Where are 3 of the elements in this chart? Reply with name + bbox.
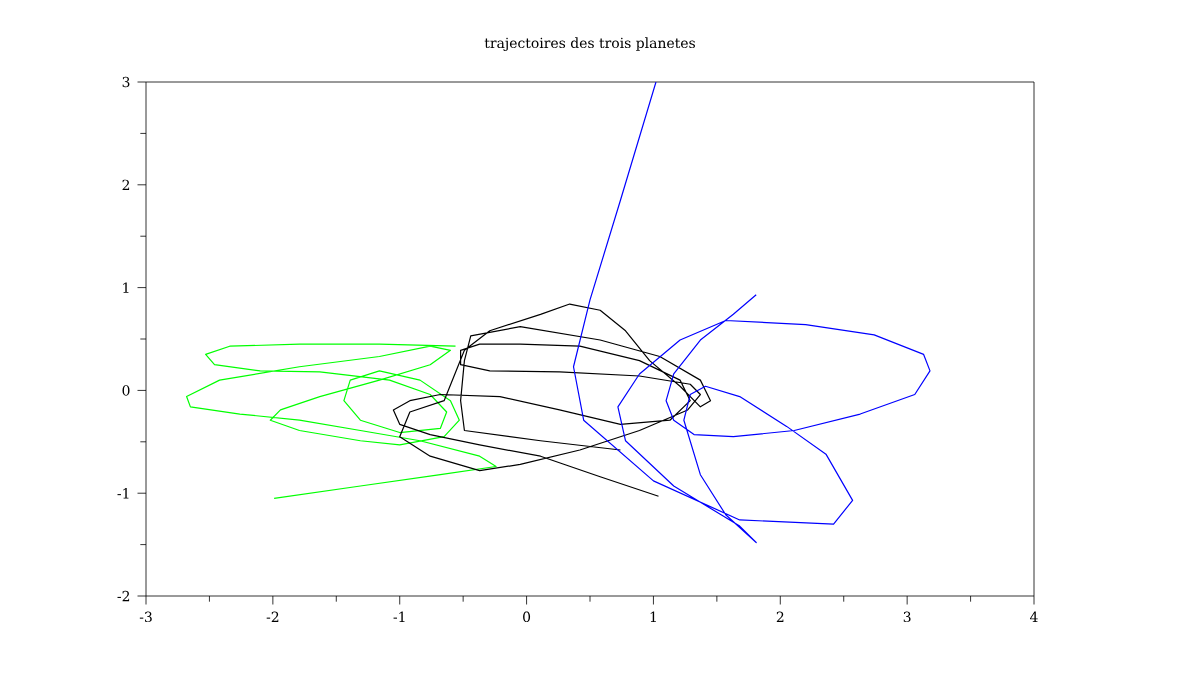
line-series <box>185 343 497 499</box>
line-series <box>392 303 712 497</box>
line-series <box>572 82 931 544</box>
